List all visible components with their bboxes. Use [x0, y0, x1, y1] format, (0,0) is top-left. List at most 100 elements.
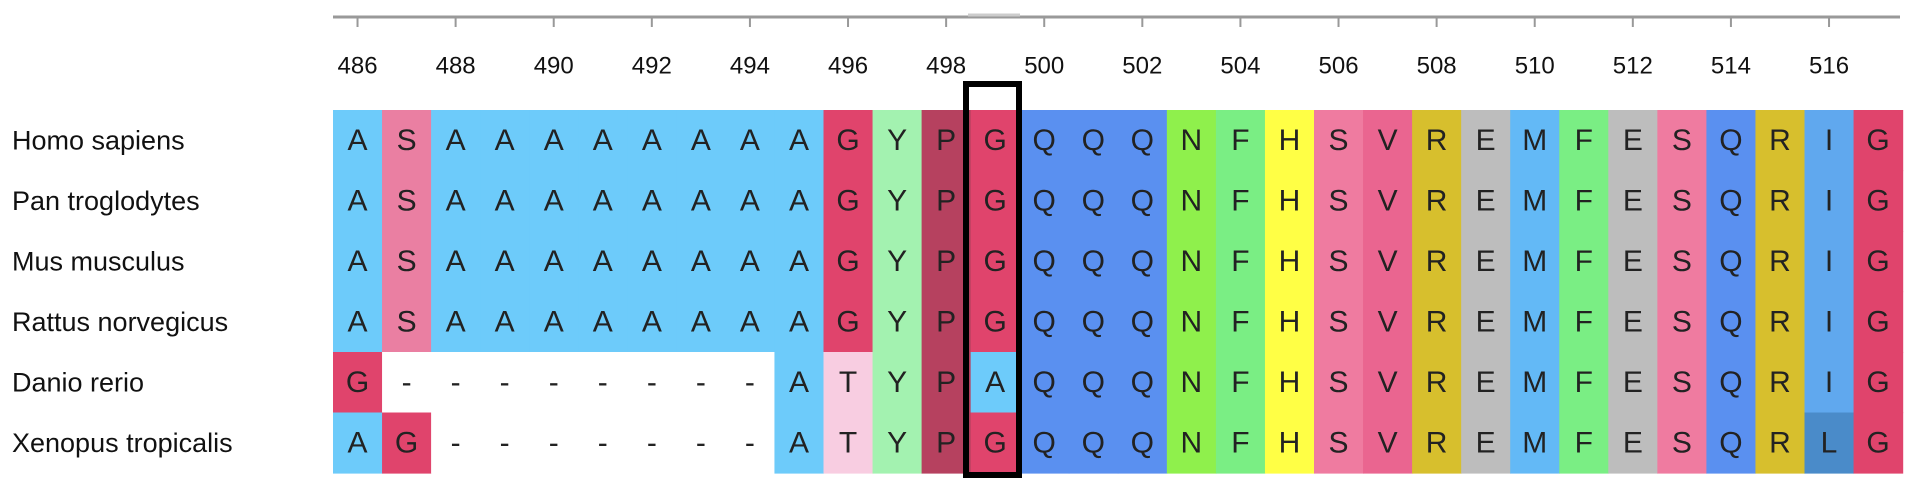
residue-cell: [1019, 110, 1070, 172]
residue-cell: [970, 231, 1021, 293]
residue-cell: [1117, 110, 1168, 172]
residue: F: [1575, 306, 1593, 339]
residue: I: [1825, 124, 1833, 157]
residue-cell: [1853, 412, 1904, 474]
residue-cell: [1853, 352, 1904, 414]
ruler-label: 496: [828, 52, 868, 79]
residue-cell: [431, 291, 481, 353]
residue-cell: [1559, 170, 1609, 232]
residue-cell: [676, 412, 726, 474]
residue-cell: [1608, 110, 1658, 172]
residue-cell: [1215, 170, 1266, 232]
residue: -: [696, 427, 706, 460]
residue: A: [544, 245, 564, 278]
residue: F: [1575, 427, 1593, 460]
residue-cell: [1559, 110, 1609, 172]
residue: N: [1181, 245, 1203, 278]
residue: A: [544, 306, 564, 339]
residue-cell: [1510, 412, 1560, 474]
ruler-label: 514: [1711, 52, 1751, 79]
residue-cell: [1166, 231, 1217, 293]
residue-cell: [1264, 352, 1315, 414]
residue-cell: [1559, 412, 1609, 474]
residue-cell: [382, 110, 432, 172]
residue-cell: [1264, 170, 1315, 232]
residue-cell: [1804, 291, 1855, 353]
residue: -: [598, 427, 608, 460]
residue-cell: [1461, 412, 1511, 474]
residue: -: [598, 366, 608, 399]
residue-cell: [676, 170, 726, 232]
residue-cell: [1363, 291, 1413, 353]
residue-cell: [1706, 291, 1757, 353]
residue: A: [348, 245, 368, 278]
residue-cell: [872, 352, 923, 414]
residue-cell: [1412, 110, 1462, 172]
residue-cell: [1412, 170, 1462, 232]
residue: Y: [887, 306, 907, 339]
residue-cell: [382, 170, 432, 232]
residue: R: [1769, 306, 1791, 339]
residue: Q: [1131, 185, 1154, 218]
residue-cell: [1755, 412, 1806, 474]
residue: A: [593, 124, 613, 157]
residue-cell: [725, 110, 776, 172]
residue: Q: [1082, 366, 1105, 399]
residue: Q: [1033, 366, 1056, 399]
residue: Q: [1033, 185, 1056, 218]
residue-cell: [1559, 291, 1609, 353]
residue-cell: [578, 170, 628, 232]
residue-cell: [1706, 412, 1757, 474]
residue: M: [1522, 245, 1547, 278]
residue-cell: [676, 110, 726, 172]
residue-cell: [872, 110, 923, 172]
residue: Q: [1082, 245, 1105, 278]
residue: M: [1522, 306, 1547, 339]
residue-cell: [382, 352, 432, 414]
residue-cell: [725, 170, 776, 232]
residue-cell: [1510, 231, 1560, 293]
residue-cell: [725, 291, 776, 353]
residue-cell: [529, 291, 579, 353]
residue-cell: [921, 352, 972, 414]
residue: A: [789, 245, 809, 278]
residue-cell: [921, 231, 972, 293]
residue: S: [397, 185, 417, 218]
residue-cell: [333, 170, 383, 232]
residue: A: [789, 306, 809, 339]
residue: Q: [1033, 427, 1056, 460]
residue: H: [1279, 124, 1301, 157]
residue-cell: [774, 170, 825, 232]
residue: H: [1279, 427, 1301, 460]
residue-cell: [872, 170, 923, 232]
residue-cell: [1166, 110, 1217, 172]
ruler-label: 504: [1220, 52, 1260, 79]
residue-cell: [1608, 231, 1658, 293]
residue: E: [1623, 245, 1643, 278]
residue-cell: [1117, 291, 1168, 353]
residue: S: [1672, 306, 1692, 339]
residue: E: [1476, 366, 1496, 399]
residue: S: [1672, 245, 1692, 278]
residue: Q: [1033, 306, 1056, 339]
residue-cell: [1019, 231, 1070, 293]
residue: E: [1623, 366, 1643, 399]
residue: A: [642, 124, 662, 157]
residue-cell: [382, 291, 432, 353]
residue-cell: [1559, 352, 1609, 414]
residue: R: [1769, 185, 1791, 218]
residue-cell: [529, 231, 579, 293]
residue: S: [1672, 427, 1692, 460]
residue: F: [1231, 185, 1249, 218]
residue: S: [397, 124, 417, 157]
residue: E: [1623, 124, 1643, 157]
residue: G: [836, 124, 859, 157]
residue-cell: [1755, 110, 1806, 172]
residue: S: [1672, 185, 1692, 218]
species-name: Xenopus tropicalis: [12, 428, 233, 458]
residue: R: [1769, 427, 1791, 460]
residue-cell: [1608, 291, 1658, 353]
residue: G: [1866, 185, 1889, 218]
residue-cell: [774, 110, 825, 172]
residue-cell: [1657, 170, 1707, 232]
